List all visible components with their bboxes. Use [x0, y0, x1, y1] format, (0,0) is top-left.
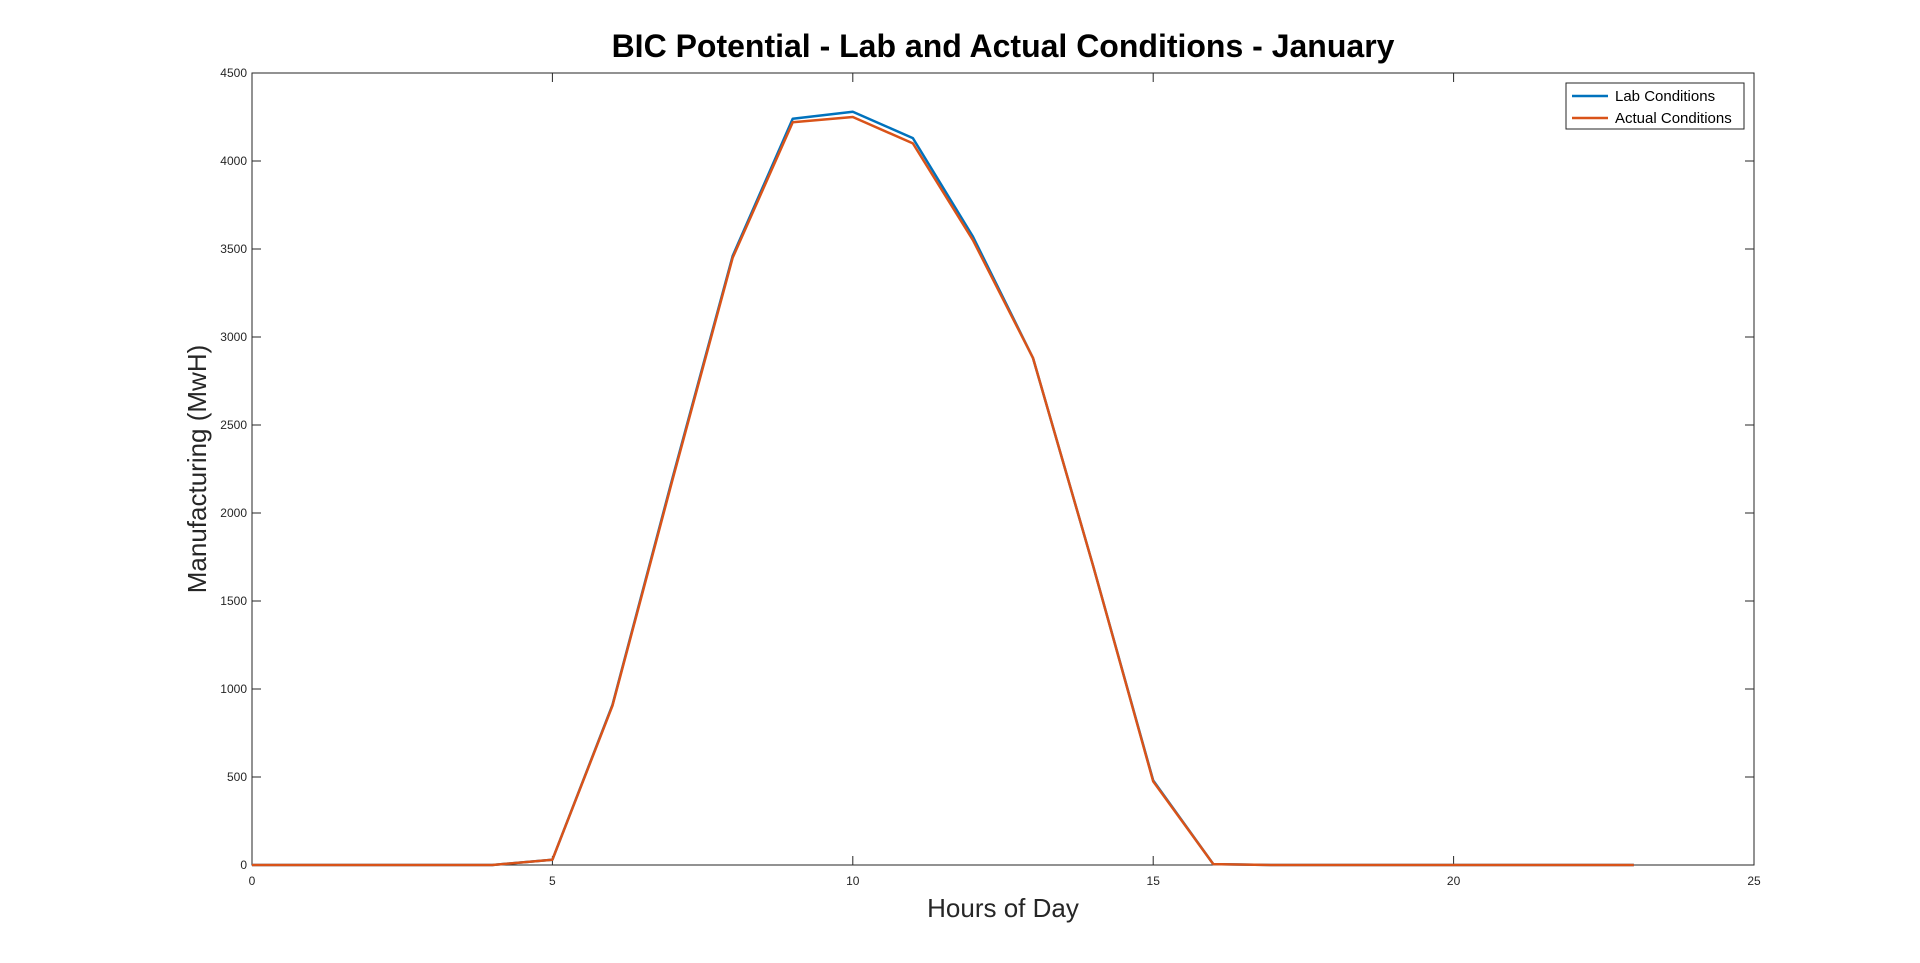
y-tick-label: 1500	[220, 594, 247, 608]
x-tick-label: 5	[549, 874, 556, 888]
series-line-actual-conditions	[252, 115, 1634, 867]
y-axis: 0 500 1000 1500 2000 2500 3000 3500 4000 4500	[220, 66, 1754, 872]
x-tick-label: 20	[1447, 874, 1461, 888]
y-axis-label: Manufacturing (MwH)	[182, 345, 212, 594]
legend-box	[1565, 82, 1745, 130]
x-axis: 0 5 10 15 20 25	[249, 73, 1761, 888]
x-tick-label: 25	[1747, 874, 1761, 888]
y-tick-label: 3500	[220, 242, 247, 256]
y-tick-label: 500	[227, 770, 247, 784]
legend: Lab Conditions Actual Conditions	[1565, 82, 1745, 130]
y-tick-label: 2500	[220, 418, 247, 432]
y-tick-label: 3000	[220, 330, 247, 344]
legend-label: Actual Conditions	[1615, 110, 1732, 127]
y-tick-label: 4500	[220, 66, 247, 80]
plot-area	[251, 72, 1755, 866]
y-tick-label: 2000	[220, 506, 247, 520]
legend-label: Lab Conditions	[1615, 88, 1715, 105]
y-tick-label: 4000	[220, 154, 247, 168]
series-layer	[252, 110, 1634, 867]
x-tick-label: 15	[1147, 874, 1161, 888]
chart-title: BIC Potential - Lab and Actual Condition…	[612, 28, 1395, 64]
x-axis-label: Hours of Day	[927, 893, 1079, 923]
y-tick-label: 1000	[220, 682, 247, 696]
x-tick-label: 0	[249, 874, 256, 888]
y-tick-label: 0	[240, 858, 247, 872]
x-tick-label: 10	[846, 874, 860, 888]
